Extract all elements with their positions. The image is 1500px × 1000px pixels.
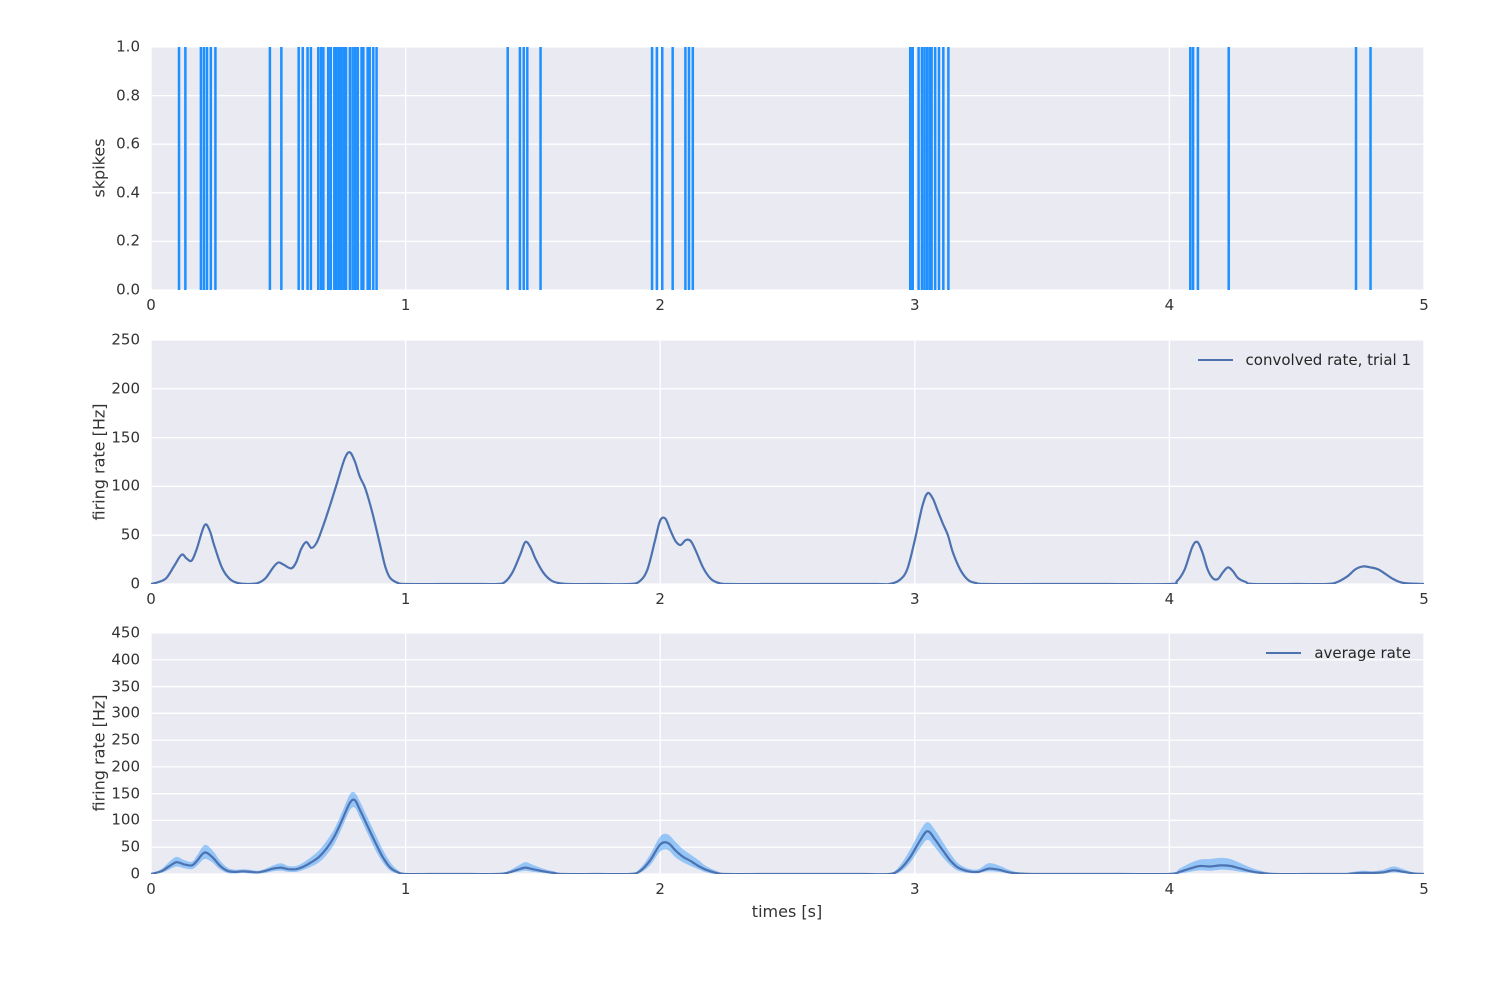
x-tick-label: 5	[1419, 296, 1429, 314]
average-rate-subplot: 0 50 100 150 200 250 300 350 400 450 0 1 2 3 4 5 avera…	[111, 625, 1428, 897]
x-tick-label: 1	[400, 880, 411, 898]
x-axis-label-times: times [s]	[751, 902, 823, 921]
convolved-rate-subplot: 0 50 100 150 200 250 0 1 2 3 4 5 convolved rate, t…	[111, 332, 1428, 607]
y-tick-label: 200	[111, 379, 140, 398]
legend-label: average rate	[1314, 644, 1411, 662]
convolved-rate-canvas	[151, 340, 1424, 584]
legend-label: convolved rate, trial 1	[1245, 351, 1411, 369]
x-tick-label: 0	[146, 296, 156, 314]
y-tick-label: 0.4	[116, 183, 140, 202]
x-tick-label: 4	[1164, 880, 1175, 898]
x-tick-label: 4	[1164, 590, 1175, 608]
spike-raster-subplot: 0.0 0.2 0.4 0.6 0.8 1.0 0 1 2 3 4 5	[116, 39, 1429, 313]
x-tick-label: 2	[655, 880, 665, 898]
y-tick-label: 0	[130, 864, 140, 883]
x-tick-label: 3	[910, 880, 920, 898]
y-tick-label: 150	[111, 428, 140, 447]
x-tick-label: 3	[910, 590, 920, 608]
x-tick-label: 0	[146, 590, 156, 608]
x-tick-label: 3	[910, 296, 920, 314]
y-tick-label: 250	[111, 730, 140, 749]
y-tick-label: 0.6	[116, 134, 140, 153]
y-tick-label: 1.0	[116, 37, 140, 56]
y-tick-label: 50	[120, 525, 140, 544]
spike-raster-canvas	[151, 47, 1424, 290]
y-tick-label: 350	[111, 677, 140, 696]
x-tick-label: 4	[1164, 296, 1175, 314]
legend-line-sample	[1266, 651, 1302, 655]
y-tick-label: 200	[111, 757, 140, 776]
x-tick-label: 2	[655, 296, 665, 314]
y-tick-label: 100	[111, 476, 140, 495]
legend-convolved-rate: convolved rate, trial 1	[1197, 351, 1411, 369]
y-tick-label: 400	[111, 650, 140, 669]
legend-average-rate: average rate	[1266, 644, 1411, 662]
y-tick-label: 0.0	[116, 280, 140, 299]
legend-line-sample	[1197, 358, 1233, 362]
y-axis-label-spikes: skpikes	[89, 138, 109, 198]
y-tick-label: 450	[111, 623, 140, 642]
y-tick-label: 150	[111, 784, 140, 803]
y-tick-label: 250	[111, 330, 140, 349]
y-tick-label: 50	[120, 837, 140, 856]
average-rate-canvas	[151, 633, 1424, 874]
x-tick-label: 2	[655, 590, 665, 608]
y-tick-label: 0.8	[116, 86, 140, 105]
x-tick-label: 1	[400, 590, 411, 608]
x-tick-label: 5	[1419, 880, 1429, 898]
y-tick-label: 100	[111, 810, 140, 829]
y-tick-label: 0	[130, 574, 140, 593]
x-tick-label: 5	[1419, 590, 1429, 608]
y-tick-label: 300	[111, 703, 140, 722]
y-axis-label-firing-rate-bottom: firing rate [Hz]	[89, 694, 109, 812]
y-tick-label: 0.2	[116, 231, 140, 250]
y-axis-label-firing-rate-middle: firing rate [Hz]	[89, 403, 109, 521]
x-tick-label: 0	[146, 880, 156, 898]
x-tick-label: 1	[400, 296, 411, 314]
